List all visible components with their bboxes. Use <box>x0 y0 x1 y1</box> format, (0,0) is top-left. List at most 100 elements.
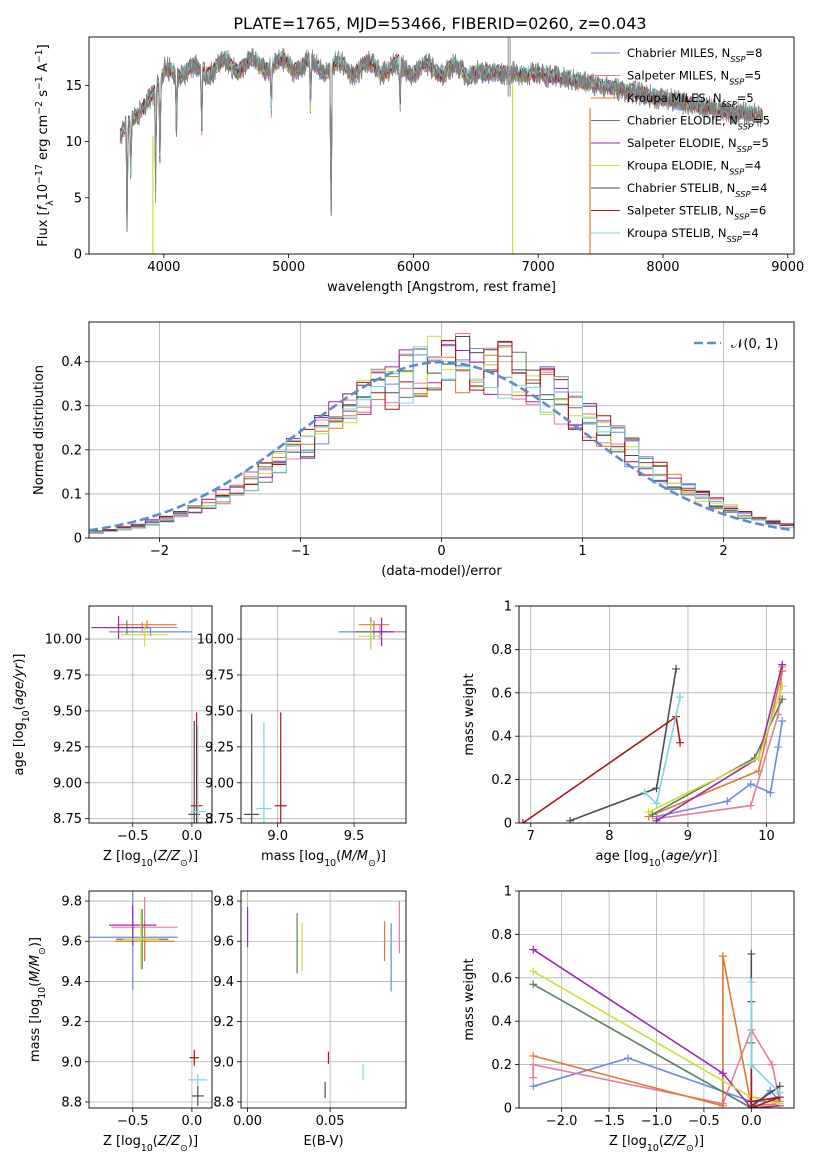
x-tick-label: −1 <box>291 544 310 559</box>
errorbar-kroupa-miles <box>358 620 390 629</box>
weight-marker <box>778 660 787 669</box>
spectrum-xlabel: wavelength [Angstrom, rest frame] <box>327 280 556 295</box>
spectrum-ylabel: Flux [fλ10−17 erg cm−2 s−1 A−1] <box>34 44 56 246</box>
weight-marker <box>778 695 787 704</box>
weight-marker <box>652 816 661 823</box>
y-tick-label: 0.2 <box>61 443 82 458</box>
x-tick-label: 8 <box>605 829 613 844</box>
y-tick-label: 0.4 <box>61 355 82 370</box>
y-tick-label: 0.3 <box>61 399 82 414</box>
axes-frame <box>240 890 407 1109</box>
y-tick-label: 9.4 <box>213 975 234 990</box>
axes-frame <box>88 36 795 255</box>
errorbar-salpeter-elodie <box>369 617 394 647</box>
residuals-ylabel: Normed distribution <box>32 365 47 495</box>
mass-vs-z-ylabel: mass [log10(M/M⊙)] <box>28 937 48 1062</box>
weight-marker <box>640 788 649 797</box>
y-tick-label: 0.8 <box>491 643 512 658</box>
weight-marker <box>747 978 756 987</box>
y-tick-label: 9.50 <box>205 704 234 719</box>
y-tick-label: 0.4 <box>491 1015 512 1030</box>
weight-line <box>532 983 753 1108</box>
y-tick-label: 0 <box>504 1102 512 1117</box>
weight-marker <box>723 797 732 806</box>
y-tick-label: 5 <box>74 191 82 206</box>
y-tick-label: 9.6 <box>213 935 234 950</box>
x-tick-label: 0.0 <box>741 1114 762 1129</box>
x-tick-label: 0.00 <box>233 1114 262 1129</box>
weight-series-kroupa-miles <box>644 667 787 821</box>
weight-marker <box>529 980 538 989</box>
errorbar-salpeter-stelib <box>274 712 287 823</box>
weight-marker <box>775 1088 784 1097</box>
errorbar-chabrier-stelib <box>244 713 260 823</box>
y-tick-label: 8.75 <box>205 812 234 827</box>
weight-marker <box>778 717 787 726</box>
weight-line <box>656 720 783 818</box>
x-tick-label: 1 <box>578 544 586 559</box>
y-tick-label: 9.25 <box>205 740 234 755</box>
errorbar-kroupa-stelib <box>188 1073 208 1086</box>
y-tick-label: 10.00 <box>45 633 82 648</box>
x-tick-label: −2.0 <box>546 1114 578 1129</box>
age-vs-z-ylabel: age [log10(age/yr)] <box>12 653 32 775</box>
legend-label: Chabrier ELODIE, NSSP=5 <box>627 114 770 132</box>
weight-vs-z-ylabel: mass weight <box>462 958 477 1040</box>
weight-marker <box>766 788 775 797</box>
mass-vs-z-axes: −0.5 0.0 8.8 9.0 9.2 9.4 9.6 9.8 <box>61 891 212 1129</box>
errorbar-kroupa-elodie <box>358 621 384 651</box>
x-tick-label: 9.5 <box>344 829 365 844</box>
y-tick-label: 9.8 <box>213 895 234 910</box>
weight-series-kroupa-elodie <box>644 682 787 817</box>
gaussian-curve <box>89 360 794 532</box>
weight-vs-z-series <box>529 945 784 1108</box>
age-vs-z-xlabel: Z [log10(Z/Z⊙)] <box>103 849 198 869</box>
weight-line <box>569 668 677 822</box>
x-tick-label: 6000 <box>397 260 430 275</box>
mass-vs-ebv-xlabel: E(B-V) <box>303 1134 343 1149</box>
y-tick-label: 0.4 <box>491 730 512 745</box>
legend-label: Kroupa ELODIE, NSSP=4 <box>627 159 761 177</box>
mass-vs-z-xlabel: Z [log10(Z/Z⊙)] <box>103 1134 198 1154</box>
y-tick-label: 10.00 <box>197 633 234 648</box>
weight-series-chabrier-stelib <box>566 664 681 823</box>
legend-label: Chabrier STELIB, NSSP=4 <box>627 181 767 199</box>
y-tick-label: 9.6 <box>61 935 82 950</box>
mass-vs-z-points <box>89 891 208 1106</box>
y-tick-label: 8.8 <box>213 1095 234 1110</box>
weight-marker <box>718 952 727 961</box>
weight-vs-age-ylabel: mass weight <box>462 673 477 755</box>
legend-label: Kroupa STELIB, NSSP=4 <box>627 226 759 244</box>
axes-frame <box>518 605 795 824</box>
errorbar-kroupa-miles <box>115 921 175 962</box>
weight-vs-age-series <box>519 660 787 823</box>
axes-frame <box>88 890 213 1109</box>
y-tick-label: 9.0 <box>61 1055 82 1070</box>
weight-marker <box>746 801 755 810</box>
weight-marker <box>529 967 538 976</box>
y-tick-label: 8.8 <box>61 1095 82 1110</box>
errorbar-kroupa-stelib <box>256 722 272 823</box>
weight-marker <box>754 766 763 775</box>
weight-marker <box>676 693 685 702</box>
x-tick-label: 0.0 <box>182 829 203 844</box>
x-tick-label: −1.5 <box>593 1114 625 1129</box>
y-tick-label: 9.50 <box>53 704 82 719</box>
y-tick-label: 0.2 <box>491 773 512 788</box>
residual-histograms <box>89 333 794 534</box>
weight-vs-age-axes: 7 8 9 10 0 0.2 0.4 0.6 0.8 1 <box>491 600 794 844</box>
y-tick-label: 0 <box>74 532 82 547</box>
errorbar-salpeter-stelib <box>190 712 203 823</box>
spectrum-lines <box>119 37 763 254</box>
errorbar-chabrier-stelib <box>191 1085 204 1106</box>
observed-spectrum <box>119 47 763 231</box>
weight-marker <box>747 1097 756 1106</box>
y-tick-label: 9.75 <box>205 668 234 683</box>
weight-marker <box>644 808 653 817</box>
errorbar-salpeter-stelib <box>189 1049 199 1066</box>
x-tick-label: −2 <box>150 544 169 559</box>
x-tick-label: −0.5 <box>117 1114 149 1129</box>
x-tick-label: 9.0 <box>267 829 288 844</box>
x-tick-label: 0 <box>437 544 445 559</box>
legend-label: Salpeter ELODIE, NSSP=5 <box>627 136 769 154</box>
